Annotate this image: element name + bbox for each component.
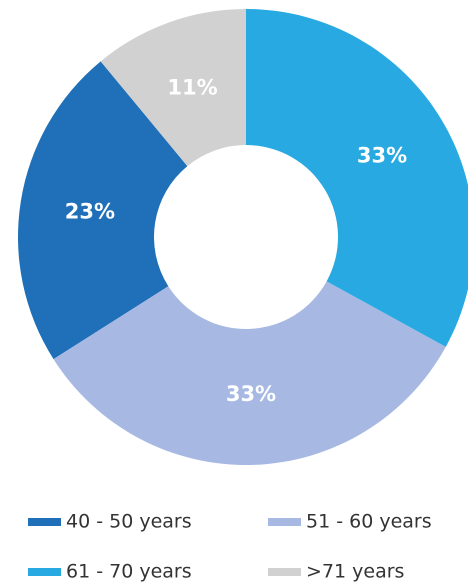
donut-slice <box>53 281 446 465</box>
legend-label: 61 - 70 years <box>66 561 192 583</box>
slice-label: 11% <box>167 75 217 99</box>
legend-swatch <box>268 518 301 526</box>
legend-label: 51 - 60 years <box>306 511 432 533</box>
legend-label: 40 - 50 years <box>66 511 192 533</box>
donut-slice <box>246 9 468 347</box>
donut-slice <box>100 9 246 167</box>
legend-swatch <box>28 518 61 526</box>
legend-label: >71 years <box>306 561 404 583</box>
legend-swatch <box>268 568 301 576</box>
legend-swatch <box>28 568 61 576</box>
donut-slice <box>17 61 188 360</box>
slice-label: 33% <box>357 144 407 168</box>
slice-label: 23% <box>65 199 115 223</box>
slice-label: 33% <box>226 382 276 406</box>
